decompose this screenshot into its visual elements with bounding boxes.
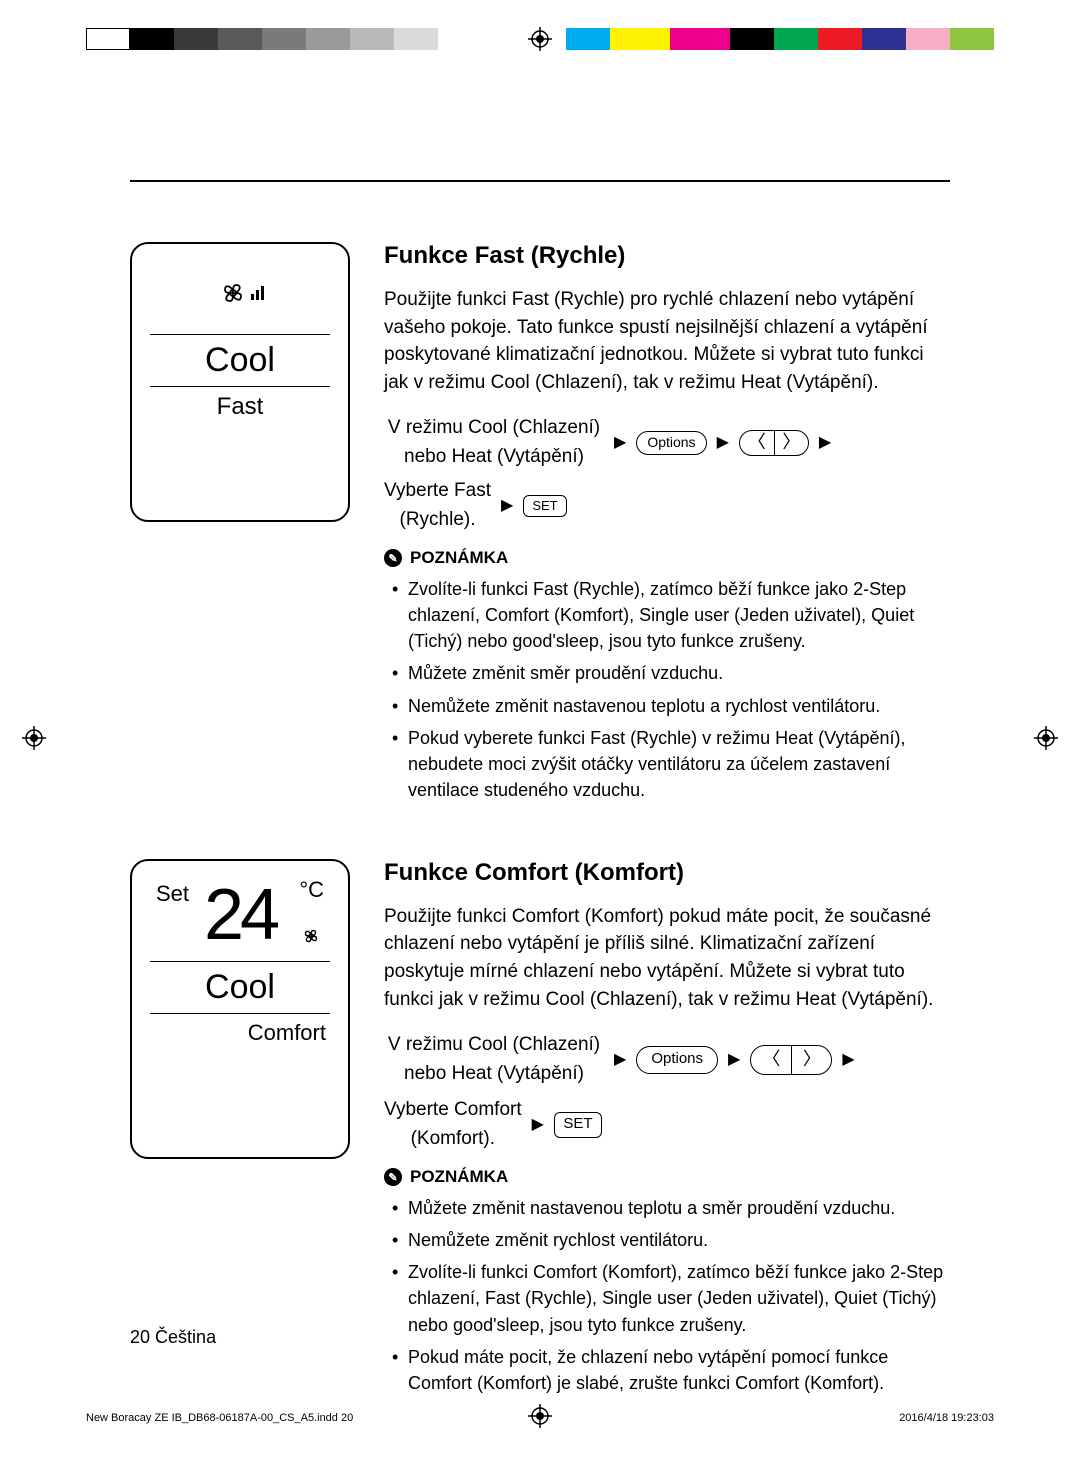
step-text: Vyberte Comfort — [384, 1099, 522, 1120]
step-text: Vyberte Fast — [384, 480, 491, 501]
arrow-icon: ▶ — [713, 431, 733, 455]
fan-icon — [300, 925, 322, 947]
chevron-right-icon[interactable]: 〉 — [774, 431, 808, 455]
step-text: (Komfort). — [411, 1128, 495, 1149]
indd-file: New Boracay ZE IB_DB68-06187A-00_CS_A5.i… — [86, 1412, 353, 1424]
registration-mark-icon — [1034, 726, 1058, 750]
display-set-label: Set — [156, 881, 189, 907]
note-item: Pokud máte pocit, že chlazení nebo vytáp… — [392, 1344, 950, 1396]
page-number: 20 — [130, 1327, 150, 1347]
step-text: (Rychle). — [400, 509, 476, 530]
display-sub: Fast — [146, 393, 334, 421]
comfort-notes-list: Můžete změnit nastavenou teplotu a směr … — [384, 1195, 950, 1396]
note-item: Můžete změnit nastavenou teplotu a směr … — [392, 1195, 950, 1221]
color-bar-left — [86, 28, 438, 50]
indesign-slug: New Boracay ZE IB_DB68-06187A-00_CS_A5.i… — [86, 1412, 994, 1424]
display-unit: °C — [299, 877, 324, 903]
fast-notes-list: Zvolíte-li funkci Fast (Rychle), zatímco… — [384, 576, 950, 803]
note-item: Nemůžete změnit rychlost ventilátoru. — [392, 1227, 950, 1253]
fast-section: Cool Fast Funkce Fast (Rychle) Použijte … — [130, 242, 950, 809]
fast-paragraph: Použijte funkci Fast (Rychle) pro rychlé… — [384, 286, 950, 396]
chevron-right-icon[interactable]: 〉 — [791, 1046, 831, 1074]
comfort-section: Set 24 °C Cool Comfort Funkce — [130, 859, 950, 1402]
comfort-steps: V režimu Cool (Chlazení) nebo Heat (Vytá… — [384, 1031, 950, 1153]
remote-display-fast: Cool Fast — [130, 242, 350, 522]
arrow-icon: ▶ — [724, 1048, 744, 1072]
note-label: POZNÁMKA — [410, 548, 508, 568]
note-icon: ✎ — [384, 1168, 402, 1186]
set-button[interactable]: SET — [554, 1112, 602, 1138]
arrow-icon: ▶ — [815, 431, 835, 455]
chevron-left-icon[interactable]: 〈 — [740, 431, 774, 455]
comfort-heading: Funkce Comfort (Komfort) — [384, 859, 950, 887]
registration-mark-icon — [22, 726, 46, 750]
nav-buttons[interactable]: 〈 〉 — [750, 1045, 832, 1075]
arrow-icon: ▶ — [528, 1113, 548, 1137]
step-text: V režimu Cool (Chlazení) nebo Heat (Vytá… — [384, 414, 604, 471]
comfort-paragraph: Použijte funkci Comfort (Komfort) pokud … — [384, 903, 950, 1013]
note-item: Můžete změnit směr proudění vzduchu. — [392, 660, 950, 686]
registration-mark-icon — [528, 27, 552, 51]
language-label: Čeština — [155, 1327, 216, 1347]
display-mode: Cool — [146, 968, 334, 1007]
note-item: Zvolíte-li funkci Comfort (Komfort), zat… — [392, 1259, 950, 1337]
note-label: POZNÁMKA — [410, 1167, 508, 1187]
note-item: Nemůžete změnit nastavenou teplotu a ryc… — [392, 693, 950, 719]
chevron-left-icon[interactable]: 〈 — [751, 1046, 791, 1074]
set-button[interactable]: SET — [523, 495, 566, 517]
options-button[interactable]: Options — [636, 431, 706, 455]
divider — [130, 180, 950, 182]
indd-timestamp: 2016/4/18 19:23:03 — [899, 1412, 994, 1424]
fan-speed-bars-icon — [251, 286, 264, 300]
fast-heading: Funkce Fast (Rychle) — [384, 242, 950, 270]
remote-display-comfort: Set 24 °C Cool Comfort — [130, 859, 350, 1159]
display-temperature: 24 — [204, 879, 276, 951]
page-footer: 20 Čeština — [130, 1327, 216, 1348]
arrow-icon: ▶ — [497, 494, 517, 518]
note-icon: ✎ — [384, 549, 402, 567]
fan-icon — [217, 277, 249, 309]
note-item: Pokud vyberete funkci Fast (Rychle) v re… — [392, 725, 950, 803]
arrow-icon: ▶ — [838, 1048, 858, 1072]
fast-steps: V režimu Cool (Chlazení) nebo Heat (Vytá… — [384, 414, 950, 534]
arrow-icon: ▶ — [610, 1048, 630, 1072]
display-mode: Cool — [146, 341, 334, 380]
nav-buttons[interactable]: 〈 〉 — [739, 430, 809, 456]
step-text: V režimu Cool (Chlazení) nebo Heat (Vytá… — [384, 1031, 604, 1088]
arrow-icon: ▶ — [610, 431, 630, 455]
note-item: Zvolíte-li funkci Fast (Rychle), zatímco… — [392, 576, 950, 654]
display-sub: Comfort — [146, 1020, 334, 1046]
color-bar-right — [566, 28, 994, 50]
options-button[interactable]: Options — [636, 1046, 718, 1074]
